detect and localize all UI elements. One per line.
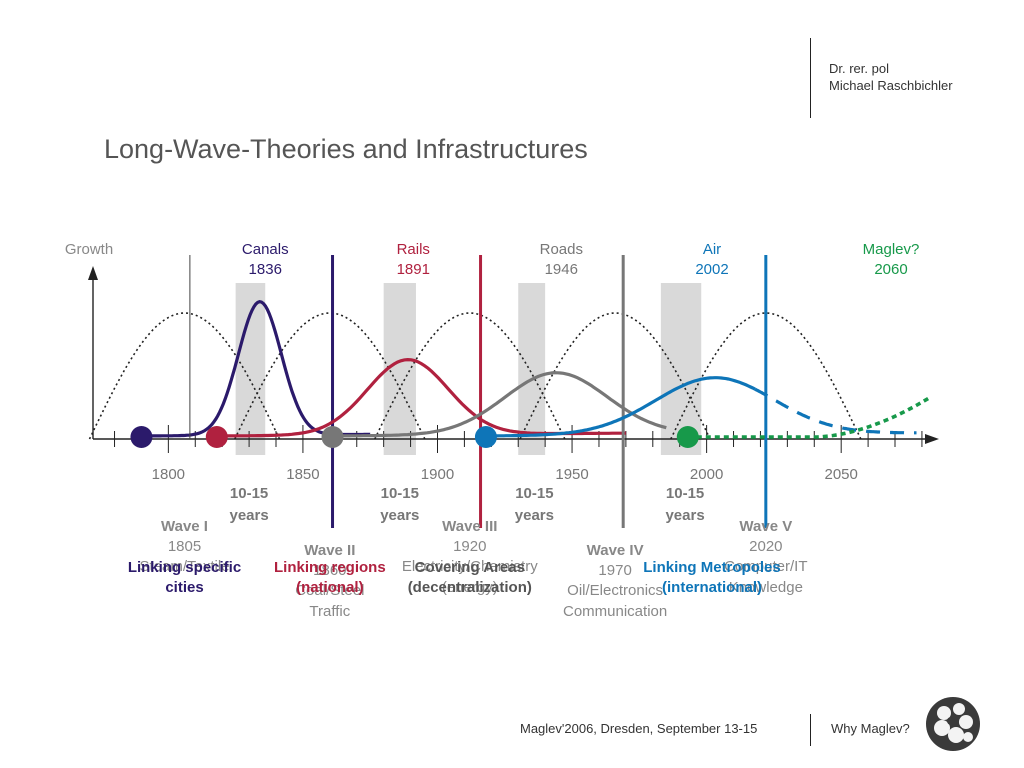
footer-section: Why Maglev? [831,721,910,736]
linking-label-2: Linking regions [274,559,386,576]
wave-desc-2-2: Traffic [309,603,350,620]
wave-desc-3-1: Electricity/Chemistry [402,558,538,575]
start-dot-4 [474,426,497,448]
wave-desc-5-1: Computer/IT [724,558,807,575]
wave-label-3: Wave III [442,518,497,535]
wave-arc-4 [519,312,711,440]
gray-band-3 [518,283,546,455]
author-line2: Michael Raschbichler [829,78,953,93]
wave-year-2: 1860 [313,562,346,579]
wave-year-1: 1805 [168,538,201,555]
wave-desc-4-2: Communication [563,603,667,620]
header-divider [810,38,811,118]
wave-year-5: 2020 [749,538,782,555]
lag-label-2: 10-15 [381,485,419,502]
slide-title: Long-Wave-Theories and Infrastructures [104,134,588,164]
wave-desc-4-1: Oil/Electronics [567,582,663,599]
curve-rails [216,357,626,438]
curve-air-projection [754,387,917,435]
x-tick-label: 1950 [555,466,588,483]
linking-label-4-line2: (international) [662,579,762,596]
start-dot-1 [130,426,153,448]
label-canals: Canals [242,241,289,258]
curve-air [485,376,756,438]
label-air-year: 2002 [695,261,728,278]
linking-label-3: Covering Areas [415,559,525,576]
x-axis-arrow [925,434,939,444]
x-tick-label: 1800 [152,466,185,483]
curve-roads [332,371,667,438]
wave-arc-2 [234,312,426,440]
wave-year-3: 1920 [453,538,486,555]
wave-desc-1-1: Steam/Textile [139,558,229,575]
author-info: Dr. rer. pol Michael Raschbichler [829,60,953,94]
label-rails-year: 1891 [397,261,430,278]
lag-label-years-1: years [229,507,268,524]
label-roads-year: 1946 [545,261,578,278]
linking-label-1-line2: cities [165,579,203,596]
lag-label-1: 10-15 [230,485,268,502]
wave-arc-5 [670,312,862,440]
logo-icon [926,697,980,751]
footer-divider [810,714,811,746]
wave-desc-5-2: Knowledge [729,579,803,596]
wave-label-2: Wave II [304,542,355,559]
lag-label-4: 10-15 [666,485,704,502]
y-axis-arrow [88,266,98,280]
x-tick-label: 2050 [824,466,857,483]
linking-label-4: Linking Metropoles [643,559,781,576]
linking-label-1: Linking specific [128,559,241,576]
wave-desc-2-1: Coal/Steel [295,582,364,599]
start-dot-3 [321,426,344,448]
linking-label-3-line2: (decentralization) [408,579,532,596]
label-roads: Roads [540,241,583,258]
label-maglev-year: 2060 [874,261,907,278]
x-tick-label: 1900 [421,466,454,483]
author-line1: Dr. rer. pol [829,61,889,76]
lag-label-years-2: years [380,507,419,524]
wave-arc-1 [88,312,281,440]
y-axis-label: Growth [65,241,113,258]
lag-label-years-4: years [665,507,704,524]
wave-arc-3 [374,312,566,440]
wave-label-1: Wave I [161,518,208,535]
lag-label-3: 10-15 [515,485,553,502]
gray-band-4 [660,283,702,455]
wave-label-5: Wave V [739,518,792,535]
label-air: Air [703,241,721,258]
linking-label-2-line2: (national) [296,579,364,596]
label-canals-year: 1836 [249,261,282,278]
wave-desc-3-2: (energy) [442,579,498,596]
x-tick-label: 1850 [286,466,319,483]
wave-label-4: Wave IV [587,542,644,559]
footer-event: Maglev'2006, Dresden, September 13-15 [520,721,758,736]
label-maglev: Maglev? [863,241,920,258]
start-dot-5 [676,426,699,448]
start-dot-2 [205,426,228,448]
lag-label-years-3: years [515,507,554,524]
curve-maglev [687,395,931,439]
label-rails: Rails [397,241,430,258]
wave-year-4: 1970 [598,562,631,579]
x-tick-label: 2000 [690,466,723,483]
